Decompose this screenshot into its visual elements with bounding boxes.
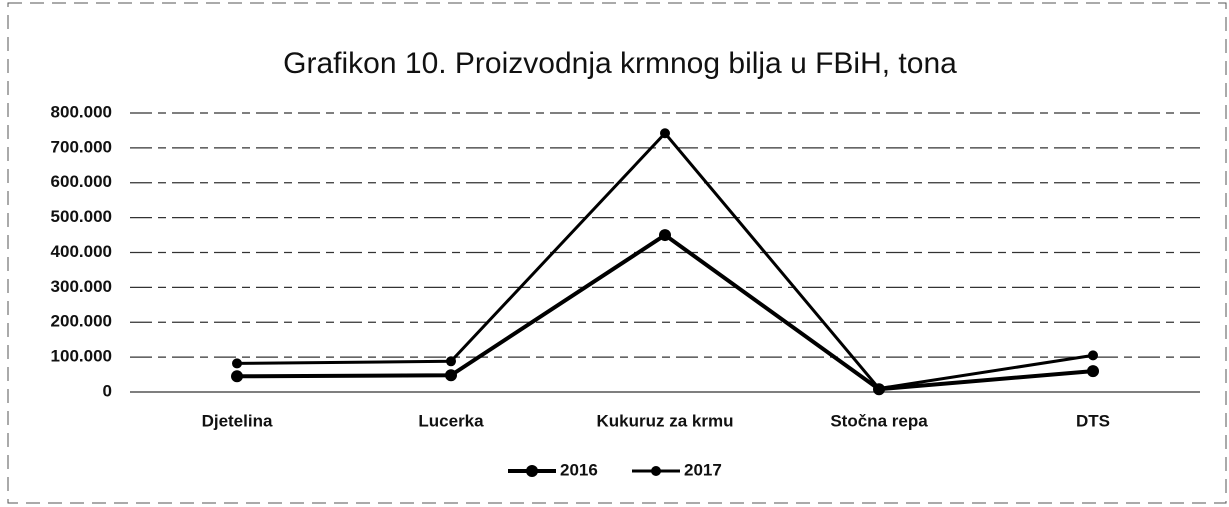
data-point bbox=[445, 369, 457, 382]
x-tick-label: Stočna repa bbox=[830, 411, 928, 430]
y-tick-label: 200.000 bbox=[51, 312, 112, 331]
data-point bbox=[446, 356, 456, 367]
y-tick-label: 700.000 bbox=[51, 137, 112, 156]
y-tick-label: 800.000 bbox=[51, 102, 112, 121]
y-tick-label: 600.000 bbox=[51, 172, 112, 191]
x-tick-label: Djetelina bbox=[202, 411, 273, 430]
series-line bbox=[236, 232, 1094, 392]
legend-label: 2017 bbox=[684, 460, 722, 479]
legend-marker bbox=[651, 466, 661, 476]
legend-marker bbox=[526, 465, 538, 477]
data-point bbox=[1088, 350, 1098, 361]
y-tick-label: 100.000 bbox=[51, 347, 112, 366]
data-point bbox=[660, 128, 670, 139]
y-tick-label: 500.000 bbox=[51, 207, 112, 226]
x-tick-label: Kukuruz za krmu bbox=[597, 411, 734, 430]
x-tick-label: DTS bbox=[1076, 411, 1110, 430]
y-tick-label: 300.000 bbox=[51, 277, 112, 296]
data-point bbox=[232, 358, 242, 369]
x-tick-label: Lucerka bbox=[418, 411, 484, 430]
data-point bbox=[659, 229, 671, 242]
data-point bbox=[874, 383, 884, 394]
legend-label: 2016 bbox=[560, 460, 598, 479]
y-tick-label: 0 bbox=[103, 381, 112, 400]
data-point bbox=[231, 370, 243, 383]
chart-title: Grafikon 10. Proizvodnja krmnog bilja u … bbox=[283, 47, 957, 80]
y-tick-label: 400.000 bbox=[51, 242, 112, 261]
series-line bbox=[236, 130, 1094, 391]
data-point bbox=[1087, 365, 1099, 378]
